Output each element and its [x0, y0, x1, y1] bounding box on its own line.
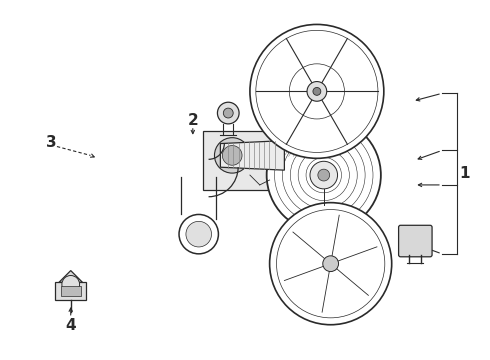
- Wedge shape: [351, 269, 383, 305]
- Wedge shape: [343, 42, 377, 87]
- Circle shape: [270, 203, 392, 325]
- Polygon shape: [59, 271, 82, 282]
- Wedge shape: [343, 95, 377, 141]
- Text: 2: 2: [188, 113, 198, 129]
- Circle shape: [222, 145, 242, 165]
- Bar: [203, 131, 277, 190]
- Circle shape: [215, 138, 250, 173]
- Text: 3: 3: [46, 135, 56, 150]
- Text: 4: 4: [66, 318, 76, 333]
- Circle shape: [313, 87, 321, 95]
- Circle shape: [223, 108, 233, 118]
- Polygon shape: [220, 141, 284, 170]
- Wedge shape: [351, 223, 383, 258]
- Wedge shape: [292, 131, 342, 152]
- Circle shape: [179, 215, 219, 254]
- Text: 1: 1: [460, 166, 470, 181]
- Circle shape: [186, 221, 212, 247]
- Wedge shape: [278, 223, 310, 258]
- Circle shape: [307, 82, 327, 101]
- Bar: [61, 286, 80, 296]
- FancyBboxPatch shape: [398, 225, 432, 257]
- Bar: [55, 282, 86, 300]
- Wedge shape: [292, 31, 342, 51]
- Circle shape: [318, 169, 330, 181]
- Wedge shape: [257, 42, 292, 87]
- Wedge shape: [278, 269, 310, 305]
- Circle shape: [218, 102, 239, 124]
- Circle shape: [323, 256, 339, 271]
- Polygon shape: [279, 118, 334, 156]
- Wedge shape: [257, 95, 292, 141]
- Wedge shape: [313, 293, 349, 317]
- Circle shape: [62, 275, 79, 293]
- Circle shape: [250, 24, 384, 158]
- Circle shape: [267, 118, 381, 232]
- Circle shape: [310, 161, 338, 189]
- Wedge shape: [313, 211, 349, 234]
